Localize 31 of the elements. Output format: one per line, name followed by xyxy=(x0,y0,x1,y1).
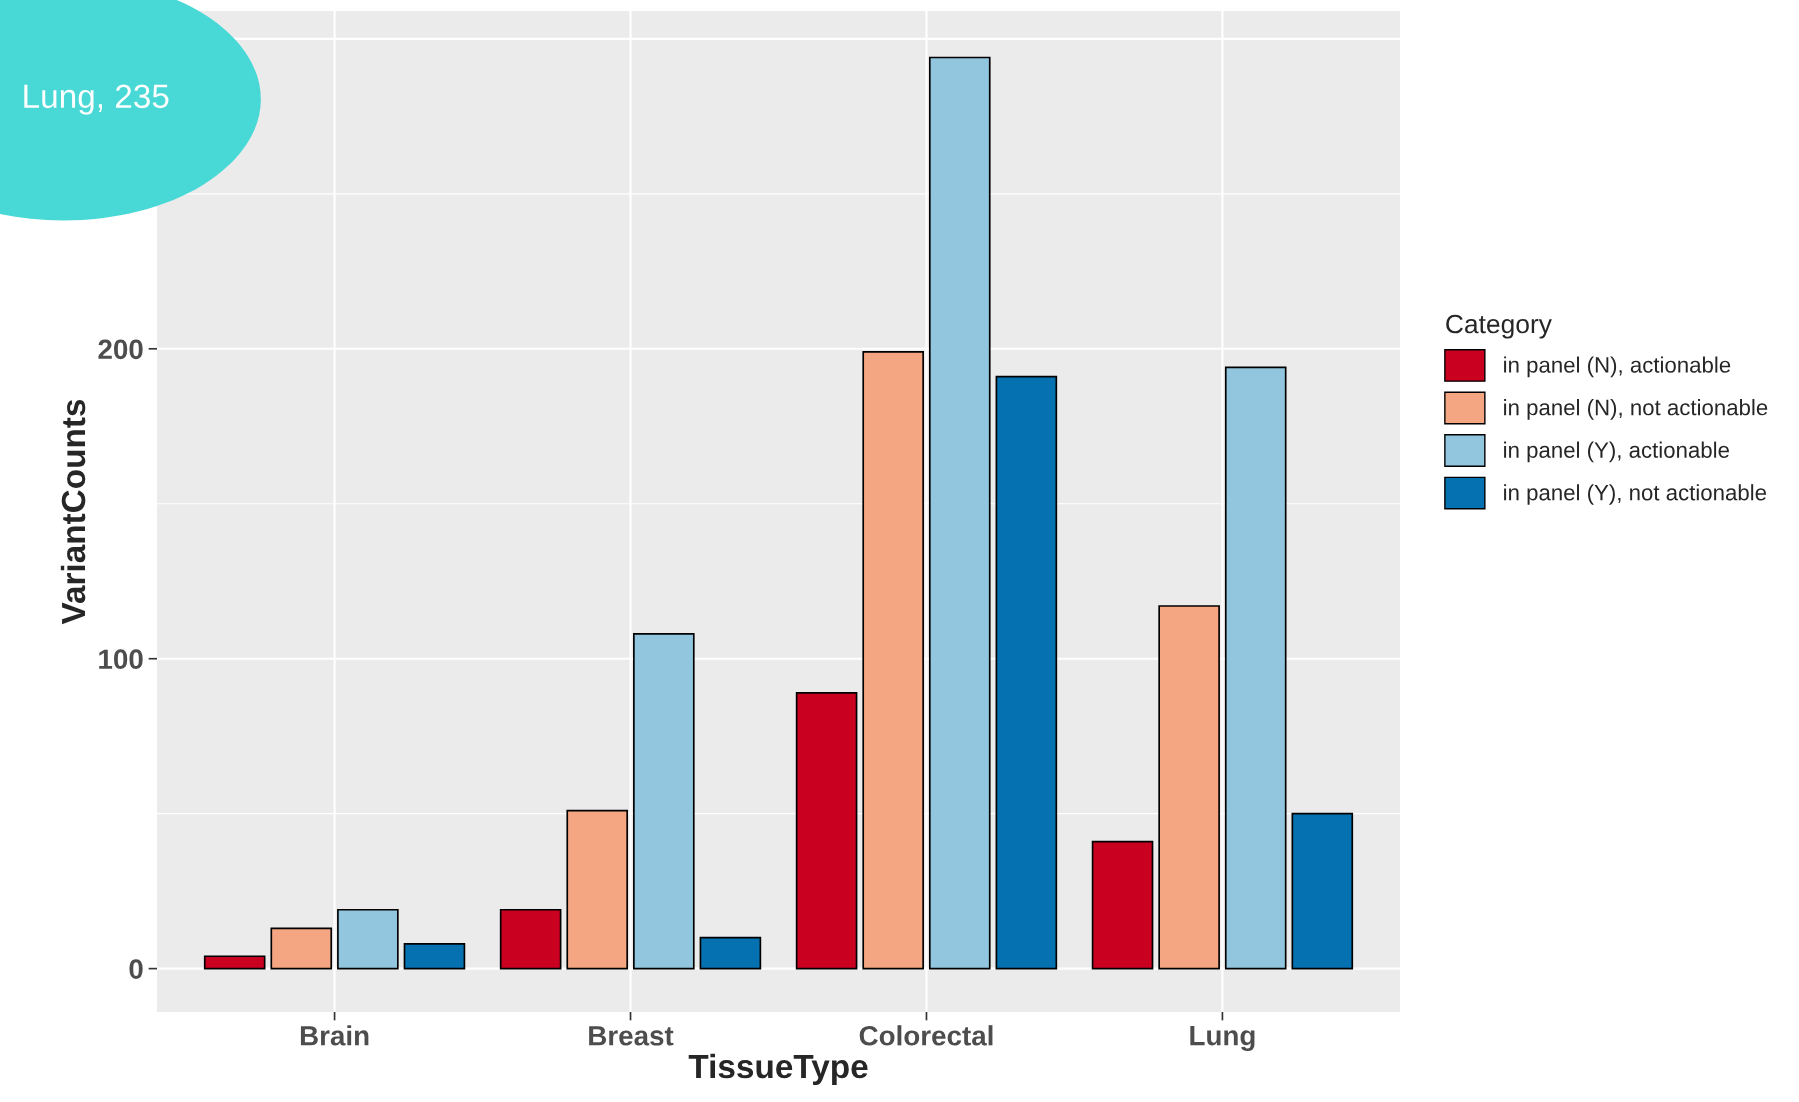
bar xyxy=(633,633,695,970)
x-tick-label: Lung xyxy=(1190,1026,1255,1052)
y-tick-label: 100 xyxy=(99,649,143,670)
annotation: Lung, 235 xyxy=(24,84,169,115)
x-tick-label: Colorectal xyxy=(859,1025,993,1046)
bar xyxy=(403,942,466,970)
bar xyxy=(995,375,1058,970)
legend-label: in panel (Y), actionable xyxy=(1504,441,1729,463)
legend-label: in panel (N), actionable xyxy=(1504,356,1731,378)
x-axis-title: TissueType xyxy=(688,1053,868,1085)
x-tick-label: Breast xyxy=(589,1026,674,1046)
bar xyxy=(1158,605,1220,970)
y-tick-label: 0 xyxy=(129,959,143,979)
x-tick-label: Brain xyxy=(300,1025,369,1046)
legend-title: Category xyxy=(1446,314,1552,339)
legend-label: in panel (N), not actionable xyxy=(1504,399,1768,420)
y-axis-title: VariantCounts xyxy=(60,399,86,625)
bar xyxy=(499,908,562,970)
bar xyxy=(1291,812,1354,970)
bar xyxy=(1091,840,1154,970)
bar xyxy=(699,936,762,970)
bar xyxy=(862,351,924,970)
bar xyxy=(337,908,399,970)
bar xyxy=(203,955,266,970)
y-tick-label: 200 xyxy=(98,339,143,360)
bar xyxy=(795,691,858,970)
legend-label: in panel (Y), not actionable xyxy=(1504,484,1767,505)
bar xyxy=(928,56,991,970)
bar xyxy=(1224,366,1287,970)
bar xyxy=(270,927,333,970)
bar xyxy=(566,809,629,970)
